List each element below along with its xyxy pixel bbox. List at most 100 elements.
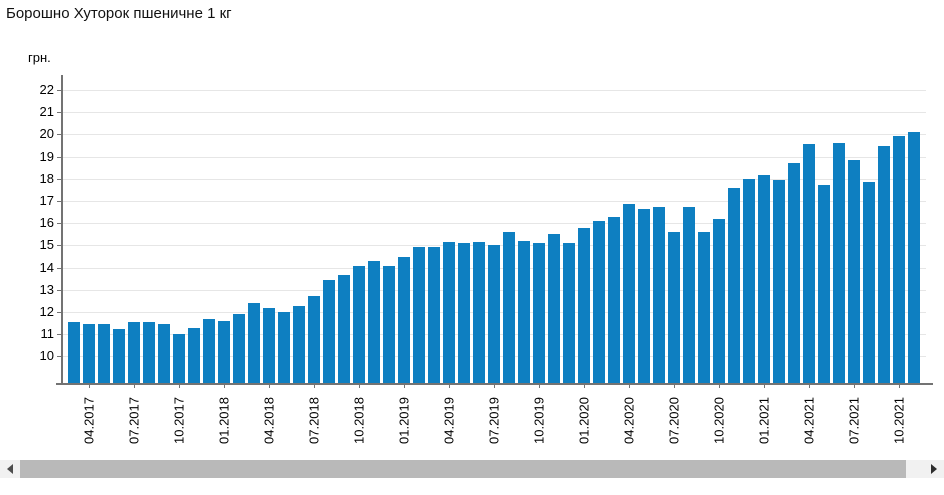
- bar[interactable]: [413, 246, 425, 383]
- bar[interactable]: [278, 312, 290, 383]
- bar[interactable]: [803, 144, 815, 383]
- x-axis-tick: [854, 383, 855, 388]
- y-axis-tick: [57, 201, 62, 202]
- bar[interactable]: [788, 163, 800, 383]
- bar[interactable]: [458, 243, 470, 383]
- x-axis-tick-label: 10.2017: [171, 397, 187, 444]
- scroll-left-button[interactable]: [0, 460, 20, 478]
- bar[interactable]: [683, 206, 695, 383]
- bar[interactable]: [593, 220, 605, 383]
- bar[interactable]: [698, 232, 710, 383]
- bar[interactable]: [428, 246, 440, 383]
- bar[interactable]: [383, 266, 395, 383]
- bar[interactable]: [668, 232, 680, 383]
- x-axis-tick-label: 07.2020: [666, 397, 682, 444]
- bar[interactable]: [83, 324, 95, 383]
- scroll-right-button[interactable]: [924, 460, 944, 478]
- x-axis-tick: [764, 383, 765, 388]
- bar[interactable]: [488, 245, 500, 383]
- bar[interactable]: [878, 145, 890, 383]
- bar[interactable]: [68, 321, 80, 383]
- y-gridline: [62, 179, 926, 180]
- x-axis-tick: [359, 383, 360, 388]
- x-axis-tick: [539, 383, 540, 388]
- y-axis-tick-label: 12: [39, 304, 54, 319]
- bar[interactable]: [608, 216, 620, 383]
- bar[interactable]: [113, 328, 125, 383]
- bar[interactable]: [443, 242, 455, 383]
- bar[interactable]: [818, 185, 830, 383]
- bar[interactable]: [833, 143, 845, 383]
- bar[interactable]: [863, 182, 875, 383]
- bar[interactable]: [368, 260, 380, 383]
- x-axis-tick-label: 04.2017: [81, 397, 97, 444]
- scrollbar-thumb[interactable]: [20, 460, 906, 478]
- bar[interactable]: [518, 240, 530, 383]
- y-axis-tick-label: 18: [39, 171, 54, 186]
- x-axis-tick: [179, 383, 180, 388]
- bar[interactable]: [218, 320, 230, 383]
- x-axis-tick: [584, 383, 585, 388]
- y-gridline: [62, 223, 926, 224]
- x-axis-tick-label: 01.2021: [756, 397, 772, 444]
- x-axis-tick: [629, 383, 630, 388]
- x-axis-tick-label: 10.2019: [531, 397, 547, 444]
- bar[interactable]: [848, 159, 860, 383]
- y-axis-tick: [57, 112, 62, 113]
- x-axis-line: [56, 383, 933, 385]
- bar[interactable]: [713, 218, 725, 383]
- y-axis-line: [61, 75, 63, 385]
- bar[interactable]: [143, 321, 155, 383]
- y-axis-tick-label: 11: [40, 326, 55, 341]
- bar[interactable]: [473, 242, 485, 383]
- y-axis-tick: [57, 134, 62, 135]
- x-axis-tick-label: 07.2017: [126, 397, 142, 444]
- bar[interactable]: [353, 266, 365, 383]
- bar[interactable]: [188, 327, 200, 383]
- bar[interactable]: [758, 175, 770, 383]
- bar[interactable]: [503, 232, 515, 383]
- bar[interactable]: [548, 234, 560, 383]
- x-axis-tick: [449, 383, 450, 388]
- x-axis-tick: [224, 383, 225, 388]
- bar[interactable]: [98, 324, 110, 383]
- horizontal-scrollbar[interactable]: [0, 460, 944, 478]
- y-axis-tick: [57, 356, 62, 357]
- bar[interactable]: [128, 321, 140, 383]
- bar[interactable]: [653, 206, 665, 383]
- bar[interactable]: [638, 208, 650, 383]
- y-axis-tick: [57, 268, 62, 269]
- bar[interactable]: [893, 135, 905, 383]
- bar[interactable]: [308, 296, 320, 383]
- x-axis-tick: [134, 383, 135, 388]
- bar[interactable]: [203, 318, 215, 383]
- x-axis-tick: [494, 383, 495, 388]
- bar[interactable]: [173, 334, 185, 383]
- x-axis-tick-label: 04.2019: [441, 397, 457, 444]
- bar[interactable]: [323, 279, 335, 383]
- scroll-left-icon: [7, 464, 13, 474]
- y-axis-tick-label: 17: [39, 193, 54, 208]
- bar[interactable]: [248, 303, 260, 383]
- bar[interactable]: [158, 324, 170, 383]
- bar[interactable]: [338, 275, 350, 383]
- bar[interactable]: [623, 204, 635, 383]
- y-axis-tick-label: 19: [39, 149, 54, 164]
- y-gridline: [62, 134, 926, 135]
- x-axis-tick-label: 10.2018: [351, 397, 367, 444]
- bar[interactable]: [773, 179, 785, 383]
- bar[interactable]: [293, 306, 305, 383]
- bar[interactable]: [233, 314, 245, 383]
- bar[interactable]: [398, 256, 410, 383]
- bar[interactable]: [578, 227, 590, 383]
- bar[interactable]: [743, 178, 755, 383]
- bar[interactable]: [533, 243, 545, 383]
- bar[interactable]: [728, 187, 740, 383]
- y-axis-tick-label: 21: [39, 104, 54, 119]
- x-axis-tick-label: 01.2020: [576, 397, 592, 444]
- bar[interactable]: [908, 132, 920, 383]
- bar[interactable]: [263, 307, 275, 383]
- bar[interactable]: [563, 243, 575, 383]
